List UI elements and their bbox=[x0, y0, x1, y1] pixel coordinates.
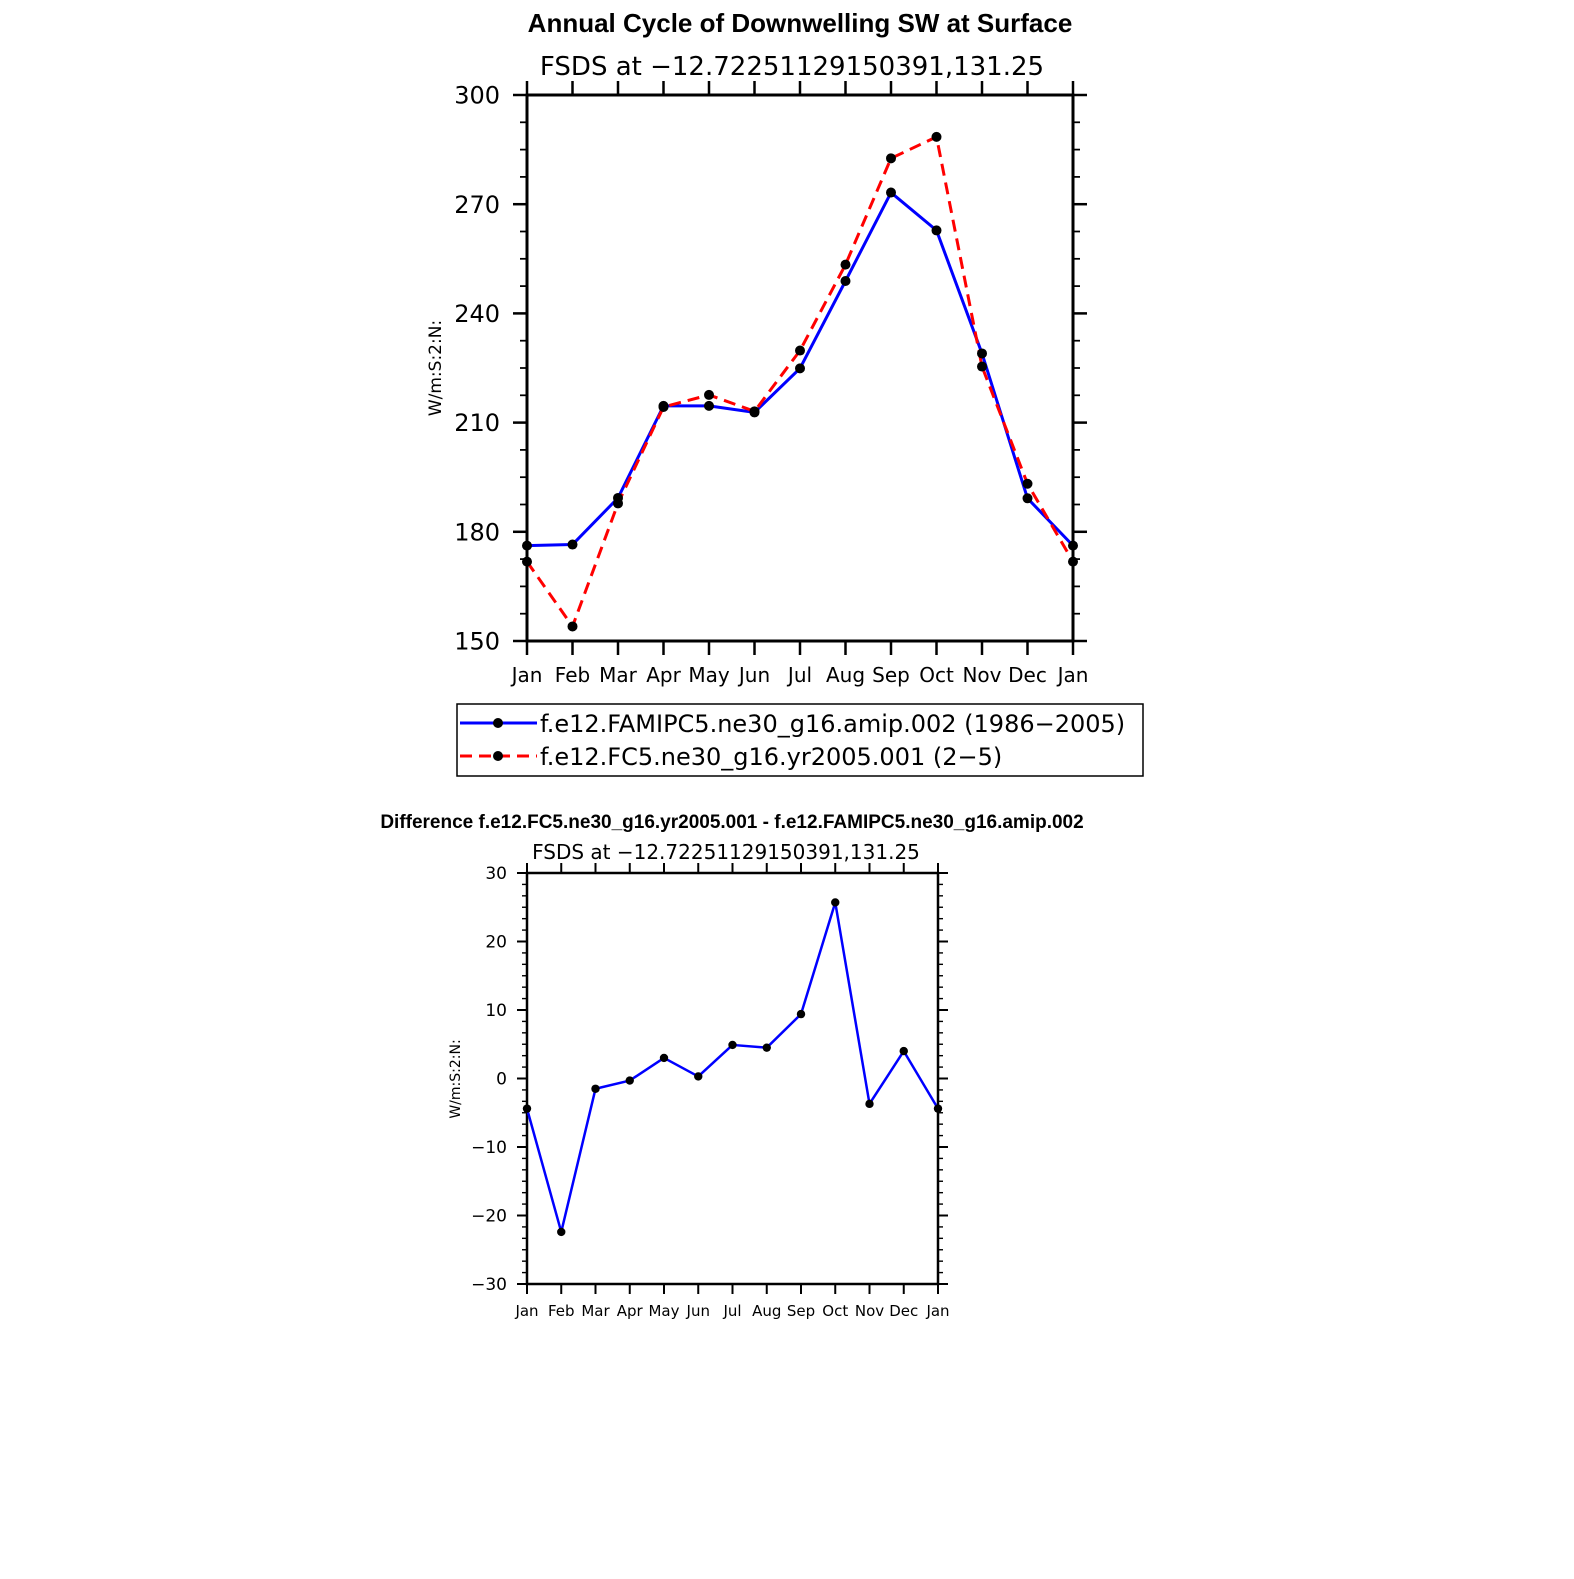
chart2-subtitle: FSDS at −12.72251129150391,131.25 bbox=[532, 840, 920, 864]
y-tick-label: −30 bbox=[471, 1275, 507, 1295]
series-1-point bbox=[933, 1104, 943, 1113]
series-1-point bbox=[840, 276, 851, 287]
series-1-point bbox=[567, 539, 578, 550]
x-tick-label: Nov bbox=[855, 1302, 884, 1320]
x-tick-label: Jan bbox=[510, 663, 543, 687]
series-1-point bbox=[659, 1053, 669, 1063]
chart2-ylabel: W/m:S:2:N: bbox=[448, 1039, 464, 1118]
chart1-ticks bbox=[513, 81, 1087, 655]
y-tick-label: 30 bbox=[485, 864, 507, 884]
chart2-plot-frame bbox=[525, 871, 940, 1286]
series-1-point bbox=[1022, 493, 1033, 504]
x-tick-label: Jan bbox=[925, 1302, 949, 1320]
x-tick-label: Apr bbox=[617, 1302, 644, 1320]
series-1-point bbox=[977, 348, 987, 359]
legend-label-series-2: f.e12.FC5.ne30_g16.yr2005.001 (2−5) bbox=[540, 743, 1002, 771]
series-1-point bbox=[886, 187, 896, 198]
x-tick-label: Aug bbox=[826, 663, 865, 687]
x-tick-label: Jan bbox=[514, 1302, 538, 1320]
x-tick-label: Mar bbox=[599, 663, 638, 687]
series-2-point bbox=[1068, 556, 1078, 567]
series-2-point bbox=[658, 401, 669, 412]
chart1-y-tick-labels: 150 180 210 240 270 300 bbox=[454, 82, 500, 656]
series-1-point bbox=[865, 1099, 874, 1109]
legend-marker-series-2 bbox=[493, 751, 503, 761]
y-tick-label: −20 bbox=[471, 1207, 507, 1227]
series-1-point bbox=[522, 540, 532, 551]
series-1-point bbox=[557, 1227, 566, 1237]
series-2-point bbox=[749, 406, 760, 417]
x-tick-label: Mar bbox=[581, 1302, 610, 1320]
series-2-point bbox=[522, 556, 532, 567]
series-1-point bbox=[522, 1104, 532, 1113]
series-1-point bbox=[625, 1076, 634, 1085]
x-tick-label: Jan bbox=[1056, 663, 1089, 687]
chart2-x-tick-labels: Jan Feb Mar Apr May Jun Jul Aug Sep Oct Nov Dec Jan bbox=[514, 1302, 949, 1320]
series-1-point bbox=[931, 225, 942, 236]
series-1-point bbox=[831, 898, 840, 907]
chart1-x-tick-labels: Jan Feb Mar Apr May Jun Jul Aug Sep Oct Nov Dec Jan bbox=[510, 663, 1089, 687]
chart1-subtitle: FSDS at −12.72251129150391,131.25 bbox=[540, 52, 1044, 82]
legend-marker-series-1 bbox=[493, 718, 503, 728]
legend-label-series-1: f.e12.FAMIPC5.ne30_g16.amip.002 (1986−20… bbox=[540, 710, 1125, 738]
x-tick-label: Feb bbox=[548, 1302, 575, 1320]
x-tick-label: Feb bbox=[555, 663, 590, 687]
y-tick-label: 10 bbox=[485, 1001, 507, 1021]
chart2-ticks bbox=[517, 863, 948, 1294]
y-tick-label: −10 bbox=[471, 1138, 507, 1158]
series-1-point bbox=[795, 363, 805, 374]
y-tick-label: 270 bbox=[454, 191, 500, 219]
y-tick-label: 210 bbox=[454, 409, 500, 437]
x-tick-label: Nov bbox=[962, 663, 1001, 687]
series-2-point bbox=[977, 361, 987, 372]
chart2-y-tick-labels: −30 −20 −10 0 10 20 30 bbox=[471, 864, 507, 1295]
x-tick-label: Jul bbox=[722, 1302, 741, 1320]
y-tick-label: 150 bbox=[454, 628, 500, 656]
series-2-point bbox=[1022, 478, 1033, 489]
chart1-ylabel: W/m:S:2:N: bbox=[426, 320, 446, 416]
chart2-series bbox=[522, 898, 943, 1237]
series-2-point bbox=[613, 498, 623, 509]
x-tick-label: May bbox=[688, 663, 730, 687]
series-line-1 bbox=[525, 901, 940, 1234]
series-1-point bbox=[796, 1009, 806, 1019]
x-tick-label: Dec bbox=[1008, 663, 1047, 687]
x-tick-label: Oct bbox=[919, 663, 954, 687]
y-tick-label: 20 bbox=[485, 933, 507, 953]
chart1-title: Annual Cycle of Downwelling SW at Surfac… bbox=[528, 8, 1073, 38]
x-tick-label: Sep bbox=[787, 1302, 815, 1320]
x-tick-label: May bbox=[648, 1302, 679, 1320]
chart2-title: Difference f.e12.FC5.ne30_g16.yr2005.001… bbox=[380, 812, 1083, 833]
series-1-point bbox=[704, 400, 714, 411]
x-tick-label: Sep bbox=[872, 663, 910, 687]
series-1-point bbox=[1068, 540, 1078, 551]
x-tick-label: Dec bbox=[889, 1302, 918, 1320]
series-2-point bbox=[704, 389, 714, 400]
series-2-point bbox=[931, 131, 942, 142]
x-tick-label: Oct bbox=[822, 1302, 848, 1320]
y-tick-label: 240 bbox=[454, 300, 500, 328]
x-tick-label: Jun bbox=[737, 663, 770, 687]
series-1-point bbox=[899, 1046, 908, 1056]
series-1-point bbox=[591, 1084, 600, 1093]
chart1-legend-box bbox=[456, 703, 1144, 777]
y-tick-label: 180 bbox=[454, 518, 500, 546]
series-2-point bbox=[886, 153, 896, 164]
x-tick-label: Jun bbox=[686, 1302, 710, 1320]
series-2-point bbox=[840, 259, 851, 270]
series-2-point bbox=[567, 621, 578, 632]
chart1-series bbox=[522, 131, 1078, 632]
x-tick-label: Jul bbox=[786, 663, 812, 687]
series-1-point bbox=[694, 1072, 703, 1081]
x-tick-label: Apr bbox=[646, 663, 681, 687]
series-1-point bbox=[728, 1040, 737, 1050]
y-tick-label: 300 bbox=[454, 82, 500, 110]
series-2-point bbox=[795, 345, 805, 356]
series-1-point bbox=[762, 1043, 771, 1052]
x-tick-label: Aug bbox=[752, 1302, 781, 1320]
y-tick-label: 0 bbox=[496, 1070, 507, 1090]
